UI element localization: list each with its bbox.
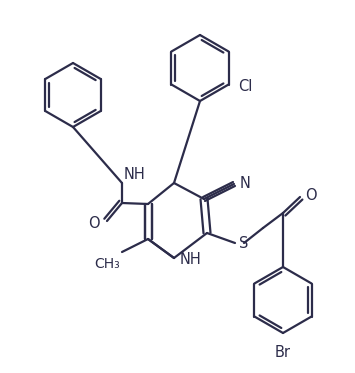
Text: Br: Br bbox=[275, 345, 291, 360]
Text: O: O bbox=[88, 216, 100, 231]
Text: NH: NH bbox=[180, 251, 202, 266]
Text: N: N bbox=[240, 176, 251, 191]
Text: Cl: Cl bbox=[239, 79, 253, 94]
Text: CH₃: CH₃ bbox=[94, 257, 120, 271]
Text: O: O bbox=[305, 188, 317, 203]
Text: S: S bbox=[239, 236, 248, 251]
Text: NH: NH bbox=[124, 167, 146, 182]
